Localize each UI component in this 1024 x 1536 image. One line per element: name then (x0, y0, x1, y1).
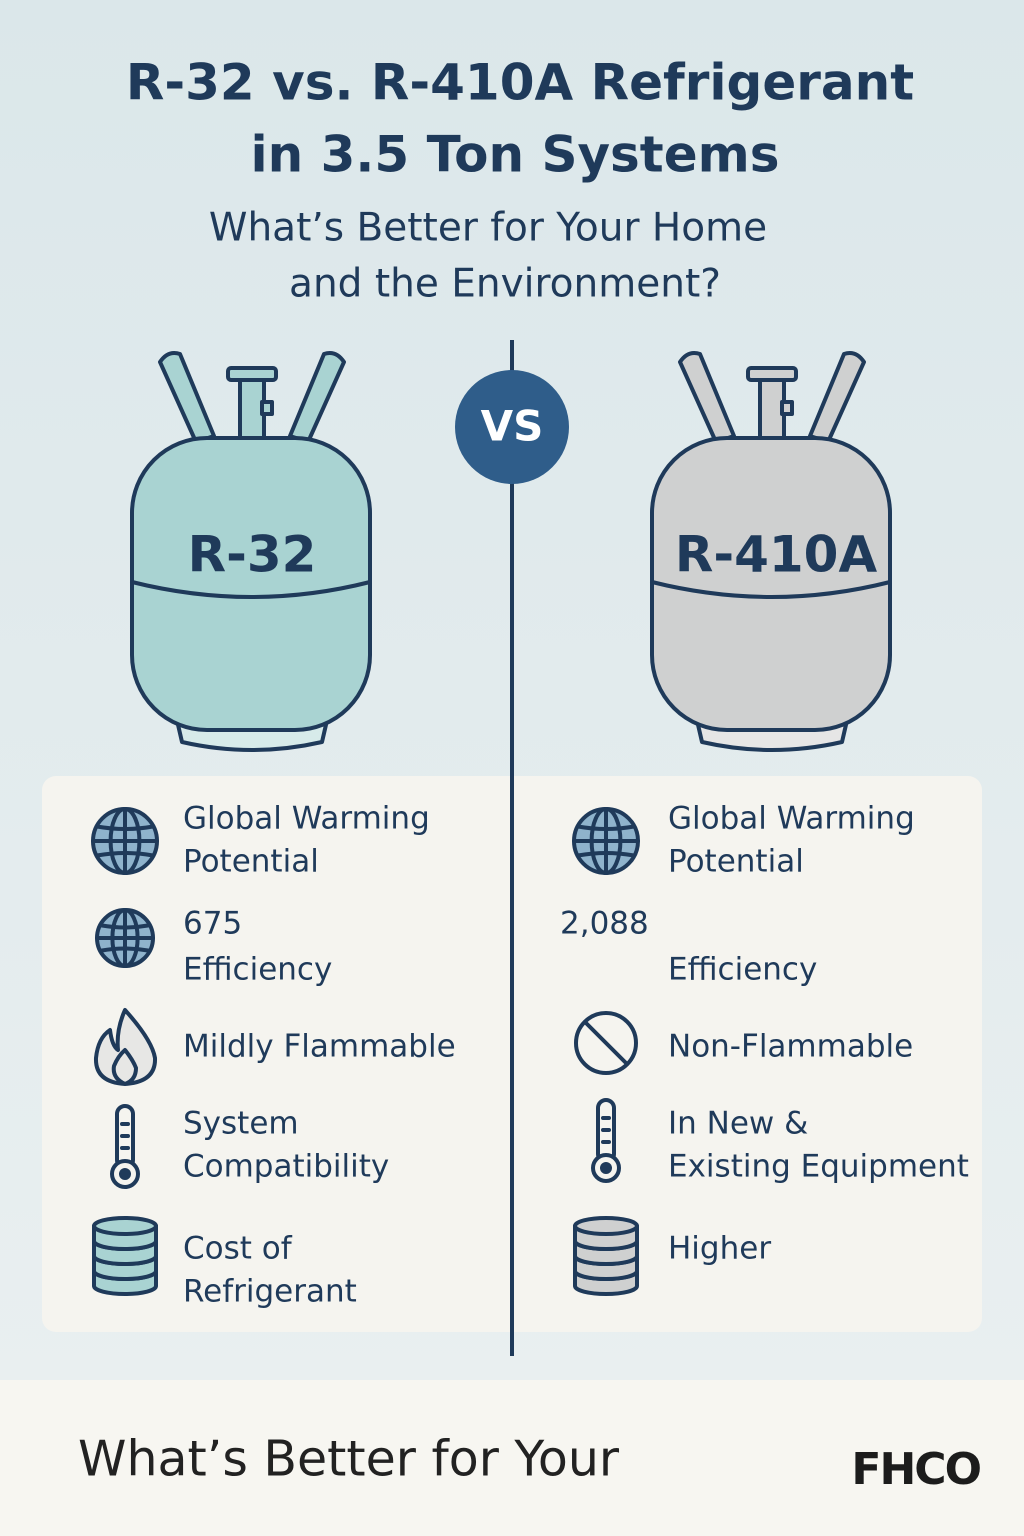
thermometer-ticks (120, 1122, 130, 1150)
coin-top (92, 1216, 158, 1236)
tank-handle (678, 351, 736, 444)
logo: FHCO (851, 1444, 980, 1495)
item-text: Existing Equipment (668, 1149, 969, 1185)
item-text: Efficiency (668, 952, 817, 988)
item-text: Non-Flammable (668, 1029, 913, 1065)
item-text: Potential (668, 844, 804, 880)
tank-handle (158, 351, 216, 444)
tank-band (650, 580, 892, 599)
tank (650, 351, 892, 752)
coins-icon (92, 1216, 158, 1296)
item-text: Refrigerant (183, 1274, 357, 1310)
flame-icon (93, 1008, 158, 1086)
globe-icon (95, 908, 155, 968)
item-text: Compatibility (183, 1149, 389, 1185)
tank (130, 351, 372, 752)
tank-band (130, 580, 372, 599)
globe-line (576, 824, 636, 858)
globe-icon (572, 807, 640, 875)
item-text: Global Warming (668, 801, 915, 837)
tank-valve-cap (226, 366, 278, 382)
thermometer-icon (591, 1098, 621, 1183)
item-text: Mildly Flammable (183, 1029, 456, 1065)
tanks (130, 351, 892, 752)
footer (0, 1380, 1024, 1536)
no-slash (583, 1020, 629, 1066)
title-line: R-32 vs. R-410A Refrigerant (126, 54, 914, 112)
subtitle-line: and the Environment? (289, 262, 721, 307)
coins-icon (573, 1216, 639, 1296)
globe-icon (91, 807, 159, 875)
tank-valve-knob (780, 400, 794, 416)
thermometer-icon (110, 1104, 140, 1189)
tank-handle (288, 351, 346, 444)
tank-body (130, 436, 372, 732)
item-text: In New & (668, 1106, 808, 1142)
footer-text: What’s Better for Your (78, 1431, 620, 1488)
tank-label: R-410A (675, 526, 878, 584)
thermometer-fill (119, 1168, 131, 1180)
vs-text: VS (481, 402, 544, 451)
item-value: 675 (183, 906, 242, 942)
item-text: Potential (183, 844, 319, 880)
item-text: System (183, 1106, 299, 1142)
vs-badge (455, 370, 569, 484)
item-text: Efficiency (183, 952, 332, 988)
no-icon (574, 1011, 638, 1075)
coin-top (573, 1216, 639, 1236)
subtitle-line: What’s Better for Your Home (209, 206, 767, 251)
globe-line (95, 824, 155, 858)
globe-line (99, 923, 151, 953)
tank-body (650, 436, 892, 732)
thermometer-fill (600, 1162, 612, 1174)
no-circle (574, 1011, 638, 1075)
icons (91, 807, 640, 1296)
item-value: 2,088 (560, 906, 649, 942)
title-line: in 3.5 Ton Systems (251, 126, 780, 184)
thermometer-ticks (601, 1116, 611, 1144)
item-text: Global Warming (183, 801, 430, 837)
tank-valve-cap (746, 366, 798, 382)
tank-valve-knob (260, 400, 274, 416)
tank-handle (808, 351, 866, 444)
item-text: Higher (668, 1231, 771, 1267)
item-text: Cost of (183, 1231, 293, 1267)
tank-label: R-32 (188, 526, 317, 584)
